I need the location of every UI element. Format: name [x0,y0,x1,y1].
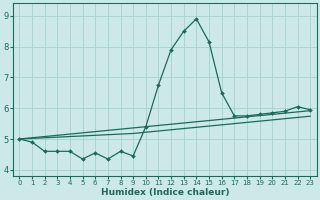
X-axis label: Humidex (Indice chaleur): Humidex (Indice chaleur) [100,188,229,197]
